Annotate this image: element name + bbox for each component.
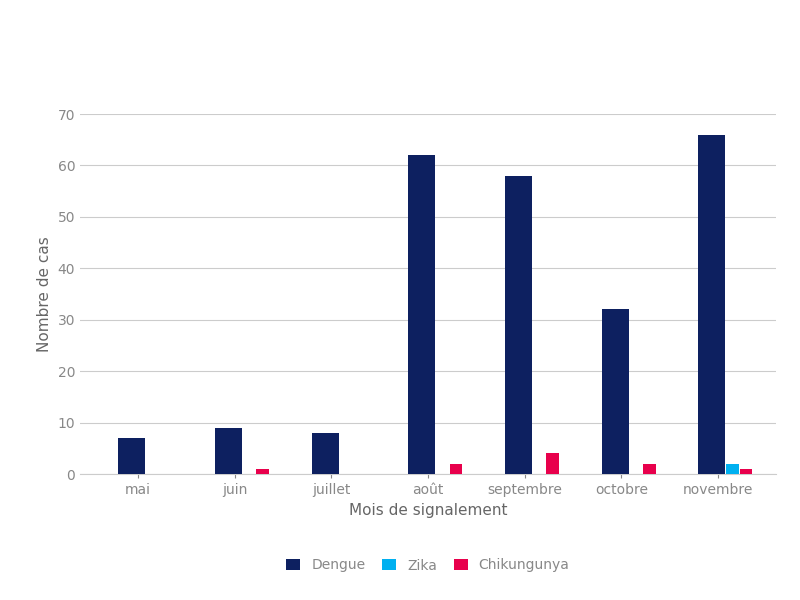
Legend: Dengue, Zika, Chikungunya: Dengue, Zika, Chikungunya — [281, 553, 575, 578]
Bar — [740, 469, 752, 474]
Bar — [215, 428, 242, 474]
Bar — [643, 464, 656, 474]
Bar — [602, 310, 629, 474]
Bar — [408, 155, 435, 474]
Bar — [311, 433, 338, 474]
Text: BILAN DES SIGNALEMENTS ARA 2023: BILAN DES SIGNALEMENTS ARA 2023 — [18, 32, 452, 52]
Text: France: France — [700, 56, 735, 66]
Text: Santé: Santé — [700, 17, 730, 28]
Bar — [505, 176, 532, 474]
Bar — [546, 454, 559, 474]
X-axis label: Mois de signalement: Mois de signalement — [349, 503, 507, 518]
Text: publique: publique — [700, 37, 746, 47]
Bar — [257, 469, 269, 474]
Bar — [698, 134, 726, 474]
Y-axis label: Nombre de cas: Nombre de cas — [37, 236, 52, 352]
Bar — [118, 438, 146, 474]
Bar — [726, 464, 738, 474]
Bar — [450, 464, 462, 474]
